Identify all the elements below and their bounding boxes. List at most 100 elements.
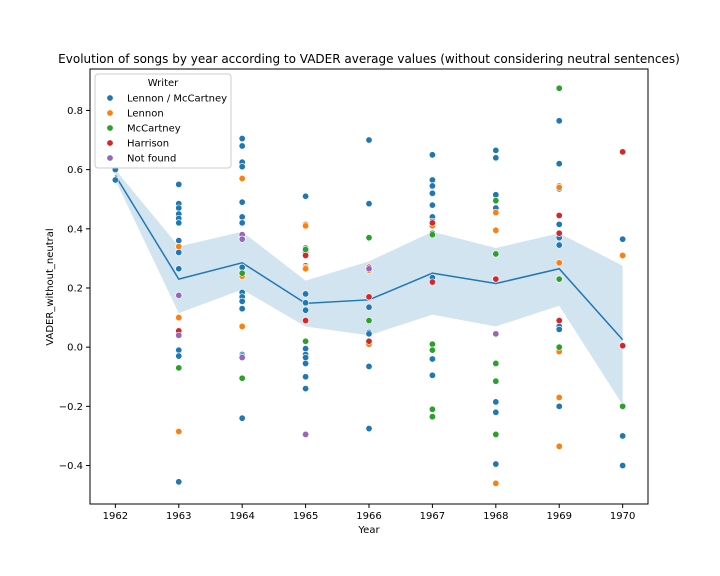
series-not-found <box>175 231 500 438</box>
data-point <box>238 414 246 422</box>
data-point <box>555 241 563 249</box>
data-point <box>238 322 246 330</box>
data-point <box>492 359 500 367</box>
data-point <box>175 331 183 339</box>
data-point <box>555 402 563 410</box>
legend-marker <box>106 124 114 132</box>
data-point <box>428 278 436 286</box>
data-point <box>492 330 500 338</box>
data-point <box>302 345 310 353</box>
data-point <box>175 314 183 322</box>
data-point <box>619 235 627 243</box>
data-point <box>365 330 373 338</box>
data-point <box>428 189 436 197</box>
data-point <box>492 191 500 199</box>
data-point <box>428 371 436 379</box>
y-tick-label: 0.2 <box>67 283 83 294</box>
legend-label: Lennon / McCartney <box>127 94 227 105</box>
data-point <box>238 354 246 362</box>
data-point <box>302 373 310 381</box>
data-point <box>619 462 627 470</box>
data-point <box>492 398 500 406</box>
legend: Writer Lennon / McCartney Lennon McCartney H… <box>94 73 232 169</box>
x-tick-label: 1965 <box>293 511 318 522</box>
data-point <box>175 204 183 212</box>
data-point <box>238 174 246 182</box>
y-tick-label: 0.4 <box>67 224 83 235</box>
x-tick-label: 1966 <box>356 511 381 522</box>
data-point <box>492 197 500 205</box>
data-point <box>238 297 246 305</box>
data-point <box>619 402 627 410</box>
data-point <box>238 213 246 221</box>
x-tick-label: 1969 <box>547 511 572 522</box>
legend-box <box>94 73 232 169</box>
data-point <box>238 305 246 313</box>
data-point <box>175 291 183 299</box>
data-point <box>492 250 500 258</box>
data-point <box>365 303 373 311</box>
data-point <box>238 269 246 277</box>
data-point <box>428 231 436 239</box>
y-tick-label: −0.4 <box>59 461 83 472</box>
data-point <box>428 405 436 413</box>
data-point <box>175 352 183 360</box>
data-point <box>428 346 436 354</box>
data-point <box>302 306 310 314</box>
data-point <box>492 430 500 438</box>
data-point <box>302 246 310 254</box>
data-point <box>555 229 563 237</box>
x-tick-label: 1963 <box>166 511 191 522</box>
data-point <box>619 432 627 440</box>
data-point <box>175 478 183 486</box>
data-point <box>238 235 246 243</box>
data-point <box>555 442 563 450</box>
data-point <box>492 408 500 416</box>
data-point <box>302 265 310 273</box>
data-point <box>175 219 183 227</box>
x-tick-label: 1967 <box>420 511 445 522</box>
data-point <box>302 317 310 325</box>
data-point <box>428 413 436 421</box>
data-point <box>492 479 500 487</box>
data-point <box>619 251 627 259</box>
x-axis: 1962 1963 1964 1965 1966 1967 1968 1969 1970 <box>103 504 635 522</box>
data-point <box>302 290 310 298</box>
data-point <box>238 198 246 206</box>
x-tick-label: 1964 <box>229 511 254 522</box>
data-point <box>555 183 563 191</box>
legend-title: Writer <box>148 78 179 89</box>
confidence-band <box>115 169 623 405</box>
data-point <box>302 430 310 438</box>
data-point <box>238 135 246 143</box>
data-point <box>428 182 436 190</box>
data-point <box>555 393 563 401</box>
x-tick-label: 1962 <box>103 511 128 522</box>
data-point <box>302 337 310 345</box>
data-point <box>492 377 500 385</box>
legend-label: Not found <box>127 154 176 165</box>
x-axis-label: Year <box>357 525 380 536</box>
data-point <box>365 362 373 370</box>
y-tick-label: 0.8 <box>67 106 83 117</box>
data-point <box>492 209 500 217</box>
legend-marker <box>106 154 114 162</box>
data-point <box>238 263 246 271</box>
data-point <box>302 359 310 367</box>
data-point <box>365 265 373 273</box>
data-point <box>175 248 183 256</box>
data-point <box>175 265 183 273</box>
y-axis: −0.4 −0.2 0.0 0.2 0.4 0.6 0.8 <box>59 106 90 472</box>
data-point <box>555 84 563 92</box>
y-tick-label: −0.2 <box>59 402 83 413</box>
data-point <box>492 226 500 234</box>
legend-label: Harrison <box>127 139 169 150</box>
data-point <box>302 354 310 362</box>
data-point <box>555 259 563 267</box>
series-lennon-mccartney <box>111 117 627 486</box>
data-point <box>555 317 563 325</box>
y-axis-label: VADER_without_neutral <box>45 228 56 345</box>
data-point <box>175 180 183 188</box>
data-point <box>492 460 500 468</box>
